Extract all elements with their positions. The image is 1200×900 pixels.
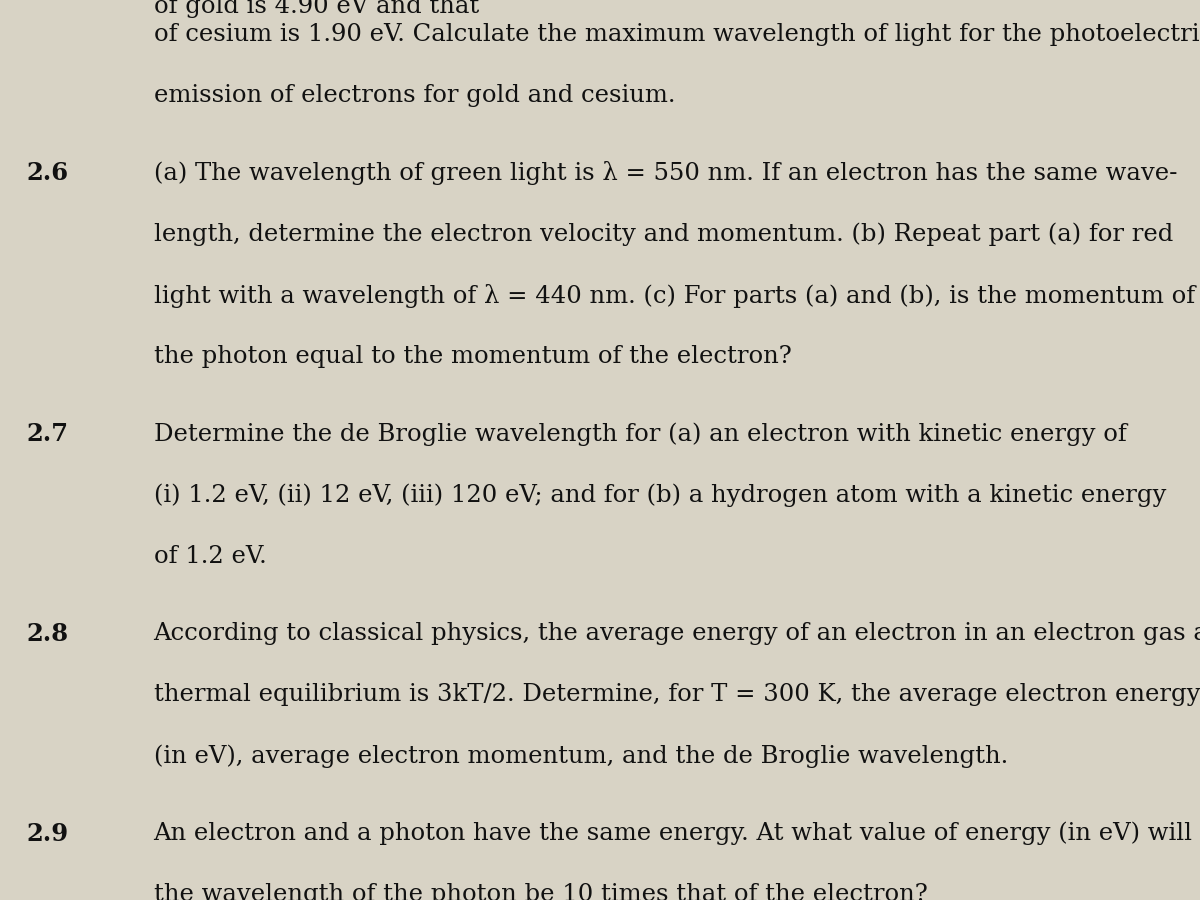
Text: An electron and a photon have the same energy. At what value of energy (in eV) w: An electron and a photon have the same e… (154, 822, 1193, 845)
Text: the wavelength of the photon be 10 times that of the electron?: the wavelength of the photon be 10 times… (154, 883, 928, 900)
Text: of cesium is 1.90 eV. Calculate the maximum wavelength of light for the photoele: of cesium is 1.90 eV. Calculate the maxi… (154, 22, 1200, 46)
Text: 2.8: 2.8 (26, 622, 68, 646)
Text: 2.6: 2.6 (26, 161, 68, 185)
Text: (in eV), average electron momentum, and the de Broglie wavelength.: (in eV), average electron momentum, and … (154, 744, 1008, 768)
Text: light with a wavelength of λ = 440 nm. (c) For parts (a) and (b), is the momentu: light with a wavelength of λ = 440 nm. (… (154, 284, 1195, 308)
Text: emission of electrons for gold and cesium.: emission of electrons for gold and cesiu… (154, 84, 676, 107)
Text: length, determine the electron velocity and momentum. (b) Repeat part (a) for re: length, determine the electron velocity … (154, 222, 1172, 246)
Text: According to classical physics, the average energy of an electron in an electron: According to classical physics, the aver… (154, 622, 1200, 645)
Text: the photon equal to the momentum of the electron?: the photon equal to the momentum of the … (154, 345, 791, 368)
Text: (i) 1.2 eV, (ii) 12 eV, (iii) 120 eV; and for (b) a hydrogen atom with a kinetic: (i) 1.2 eV, (ii) 12 eV, (iii) 120 eV; an… (154, 483, 1166, 507)
Text: of gold is 4.90 eV and that: of gold is 4.90 eV and that (154, 0, 479, 18)
Text: 2.9: 2.9 (26, 822, 68, 846)
Text: (a) The wavelength of green light is λ = 550 nm. If an electron has the same wav: (a) The wavelength of green light is λ =… (154, 161, 1177, 185)
Text: Determine the de Broglie wavelength for (a) an electron with kinetic energy of: Determine the de Broglie wavelength for … (154, 422, 1127, 446)
Text: thermal equilibrium is 3kT/2. Determine, for T = 300 K, the average electron ene: thermal equilibrium is 3kT/2. Determine,… (154, 683, 1200, 706)
Text: 2.7: 2.7 (26, 422, 68, 446)
Text: of 1.2 eV.: of 1.2 eV. (154, 544, 266, 568)
